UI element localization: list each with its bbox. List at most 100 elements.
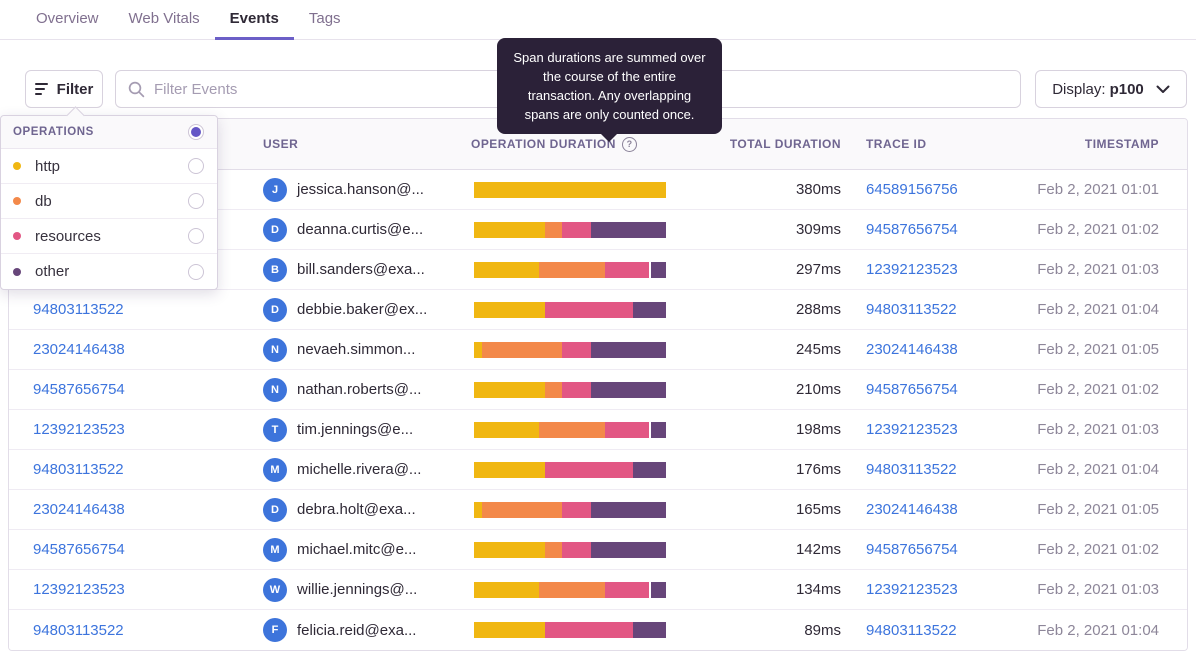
trace-id-link[interactable]: 12392123523 — [866, 421, 958, 438]
trace-id-cell: 12392123523 — [849, 261, 1001, 278]
operation-breakdown-bar — [474, 541, 666, 558]
event-id-link[interactable]: 94803113522 — [33, 621, 124, 639]
operation-item-other[interactable]: other — [1, 254, 217, 289]
tab-bar: Overview Web Vitals Events Tags — [0, 0, 1196, 40]
operations-all-radio[interactable] — [188, 124, 204, 140]
bar-segment-db — [539, 581, 605, 598]
timestamp-cell: Feb 2, 2021 01:04 — [1037, 301, 1159, 318]
bar-segment-resources — [562, 501, 592, 518]
timestamp-cell: Feb 2, 2021 01:02 — [1037, 541, 1159, 558]
bar-segment-other — [591, 381, 666, 398]
trace-id-cell: 94587656754 — [849, 541, 1001, 558]
trace-id-link[interactable]: 12392123523 — [866, 261, 958, 278]
avatar: M — [263, 537, 287, 562]
avatar: J — [263, 177, 287, 202]
help-icon[interactable]: ? — [621, 136, 637, 152]
user-email: michelle.rivera@... — [297, 461, 422, 478]
event-id-link[interactable]: 23024146438 — [33, 501, 125, 518]
user-email: michael.mitc@e... — [297, 541, 417, 558]
trace-id-link[interactable]: 94803113522 — [866, 301, 957, 318]
chevron-down-icon — [1156, 85, 1170, 93]
column-header-user: USER — [263, 137, 299, 151]
user-email: willie.jennings@... — [297, 581, 418, 598]
filter-button[interactable]: Filter — [25, 70, 103, 108]
trace-id-link[interactable]: 23024146438 — [866, 341, 958, 358]
event-id-link[interactable]: 94803113522 — [33, 301, 124, 318]
tab-tags[interactable]: Tags — [308, 10, 341, 27]
trace-id-link[interactable]: 94587656754 — [866, 541, 958, 558]
tab-web-vitals[interactable]: Web Vitals — [128, 10, 200, 27]
operation-duration-label: OPERATION DURATION — [471, 137, 616, 151]
total-duration-cell: 89ms — [804, 621, 841, 639]
timestamp-cell: Feb 2, 2021 01:01 — [1037, 181, 1159, 198]
db-color-dot — [13, 197, 21, 205]
trace-id-link[interactable]: 64589156756 — [866, 181, 958, 198]
bar-segment-other — [633, 622, 666, 638]
bar-segment-resources — [545, 301, 634, 318]
bar-segment-gap — [648, 261, 651, 278]
total-duration-cell: 297ms — [795, 261, 841, 278]
trace-id-link[interactable]: 94587656754 — [866, 381, 958, 398]
event-id-link[interactable]: 12392123523 — [33, 581, 125, 598]
event-id-link[interactable]: 94587656754 — [33, 541, 125, 558]
bar-segment-gap — [648, 421, 651, 438]
operation-item-http[interactable]: http — [1, 149, 217, 184]
bar-segment-http — [474, 581, 540, 598]
display-button[interactable]: Display: p100 — [1035, 70, 1187, 108]
bar-segment-http — [474, 261, 540, 278]
http-color-dot — [13, 162, 21, 170]
event-id-cell: 12392123523 — [9, 581, 249, 598]
trace-id-link[interactable]: 12392123523 — [866, 581, 958, 598]
operation-breakdown-bar — [474, 461, 666, 478]
timestamp-cell: Feb 2, 2021 01:03 — [1037, 261, 1159, 278]
trace-id-link[interactable]: 23024146438 — [866, 501, 958, 518]
trace-id-link[interactable]: 94587656754 — [866, 221, 958, 238]
trace-id-cell: 12392123523 — [849, 581, 1001, 598]
operation-item-db[interactable]: db — [1, 184, 217, 219]
event-id-link[interactable]: 94803113522 — [33, 461, 124, 478]
timestamp-cell: Feb 2, 2021 01:03 — [1037, 421, 1159, 438]
bar-segment-http — [474, 181, 666, 198]
event-id-link[interactable]: 23024146438 — [33, 341, 125, 358]
bar-segment-other — [591, 221, 666, 238]
bar-segment-gap — [648, 581, 651, 598]
avatar: D — [263, 297, 287, 322]
operation-breakdown-bar — [474, 301, 666, 318]
operation-duration-cell — [461, 261, 711, 278]
trace-id-cell: 12392123523 — [849, 421, 1001, 438]
other-radio[interactable] — [188, 263, 204, 280]
user-email: nevaeh.simmon... — [297, 341, 416, 358]
tab-events[interactable]: Events — [214, 0, 294, 40]
avatar: N — [263, 377, 287, 402]
operation-item-resources[interactable]: resources — [1, 219, 217, 254]
operation-breakdown-bar — [474, 421, 666, 438]
tab-overview[interactable]: Overview — [36, 10, 99, 27]
trace-id-cell: 94803113522 — [849, 461, 1001, 478]
operation-breakdown-bar — [474, 622, 666, 638]
operation-breakdown-bar — [474, 181, 666, 198]
event-id-link[interactable]: 94587656754 — [33, 381, 125, 398]
bar-segment-http — [474, 501, 482, 518]
tooltip-text: Span durations are summed over the cours… — [513, 50, 706, 122]
operation-duration-cell — [461, 461, 711, 478]
bar-segment-db — [539, 421, 605, 438]
total-duration-cell: 380ms — [795, 181, 841, 198]
event-id-cell: 94803113522 — [9, 461, 249, 478]
trace-id-link[interactable]: 94803113522 — [866, 621, 957, 639]
http-radio[interactable] — [188, 158, 204, 174]
resources-radio[interactable] — [188, 228, 204, 244]
bar-segment-resources — [545, 461, 634, 478]
avatar: D — [263, 497, 287, 522]
timestamp-cell: Feb 2, 2021 01:04 — [1037, 621, 1159, 639]
operation-item-label: db — [35, 192, 52, 210]
trace-id-link[interactable]: 94803113522 — [866, 461, 957, 478]
event-id-link[interactable]: 12392123523 — [33, 421, 125, 438]
db-radio[interactable] — [188, 193, 204, 209]
bar-segment-other — [591, 341, 666, 358]
